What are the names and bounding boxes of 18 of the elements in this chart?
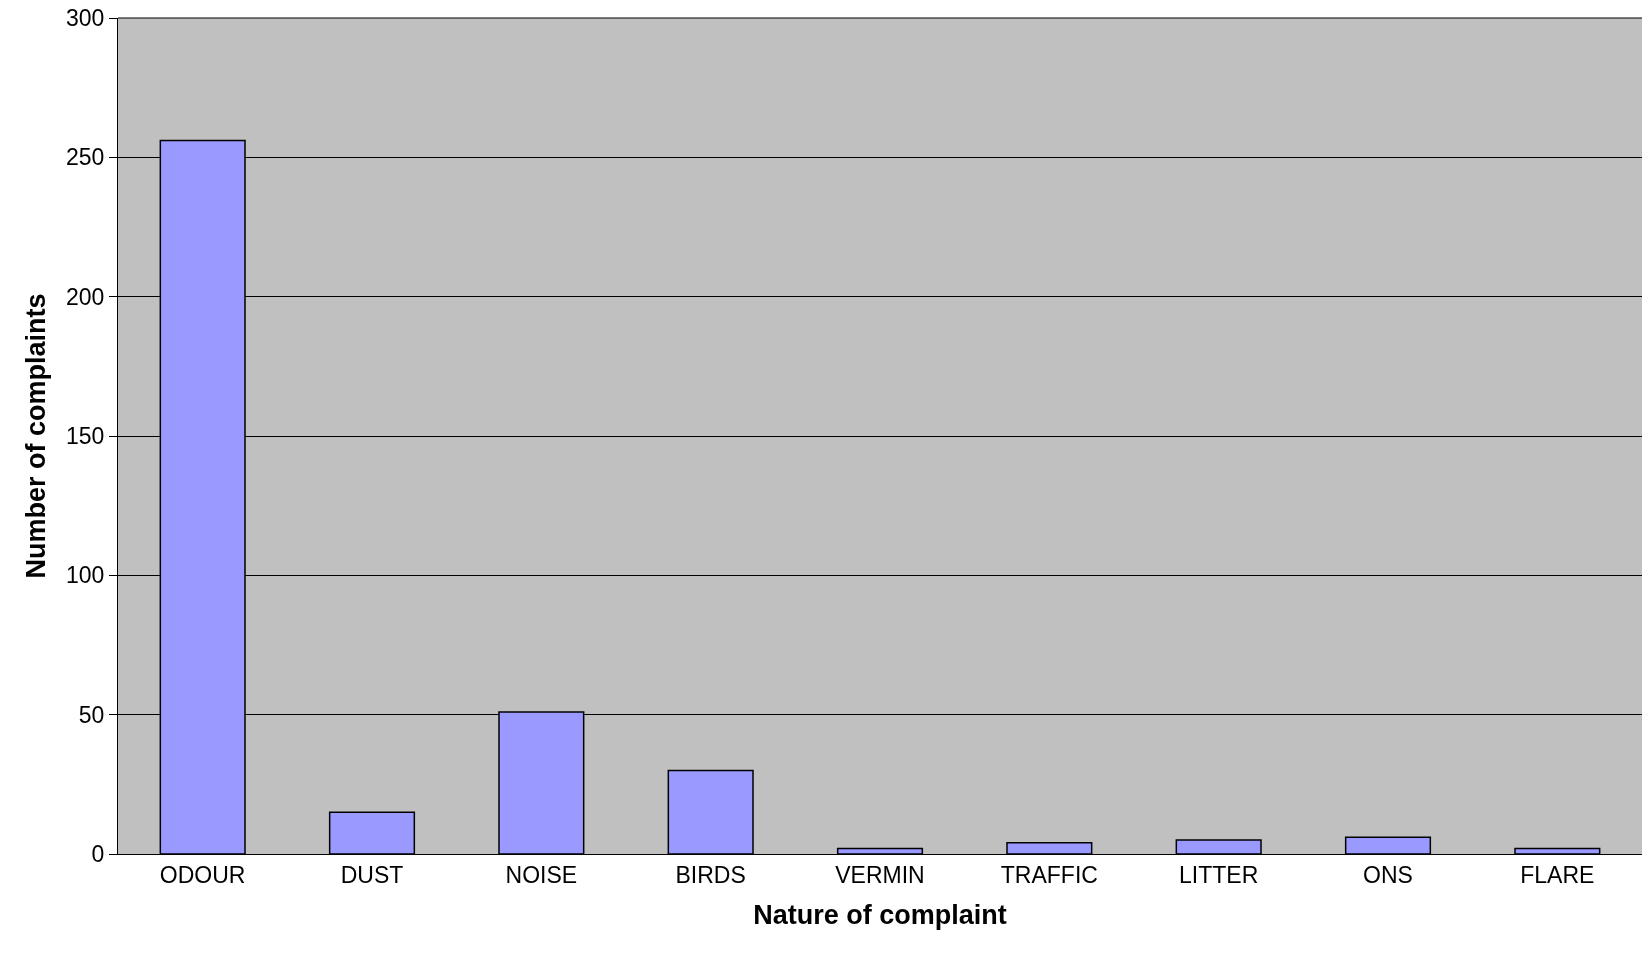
y-tick-label: 0: [91, 841, 105, 868]
y-tick-label: 250: [66, 144, 105, 171]
y-tick-label: 50: [78, 701, 105, 728]
x-tick-label: LITTER: [1179, 861, 1259, 888]
y-tick-label: 300: [66, 5, 105, 32]
x-tick-label: NOISE: [505, 861, 578, 888]
x-axis-title: Nature of complaint: [753, 900, 1007, 930]
y-axis-title: Number of complaints: [21, 293, 52, 579]
y-tick-label: 150: [66, 423, 105, 450]
x-tick-label: ODOUR: [159, 861, 246, 888]
x-tick-label: VERMIN: [835, 861, 925, 888]
x-tick-label: ONS: [1363, 861, 1413, 888]
x-tick-label: DUST: [340, 861, 404, 888]
y-tick-label: 100: [66, 562, 105, 589]
x-tick-label: FLARE: [1520, 861, 1595, 888]
y-tick-label: 200: [66, 283, 105, 310]
x-tick-label: BIRDS: [675, 861, 746, 888]
x-tick-label: TRAFFIC: [1000, 861, 1098, 888]
